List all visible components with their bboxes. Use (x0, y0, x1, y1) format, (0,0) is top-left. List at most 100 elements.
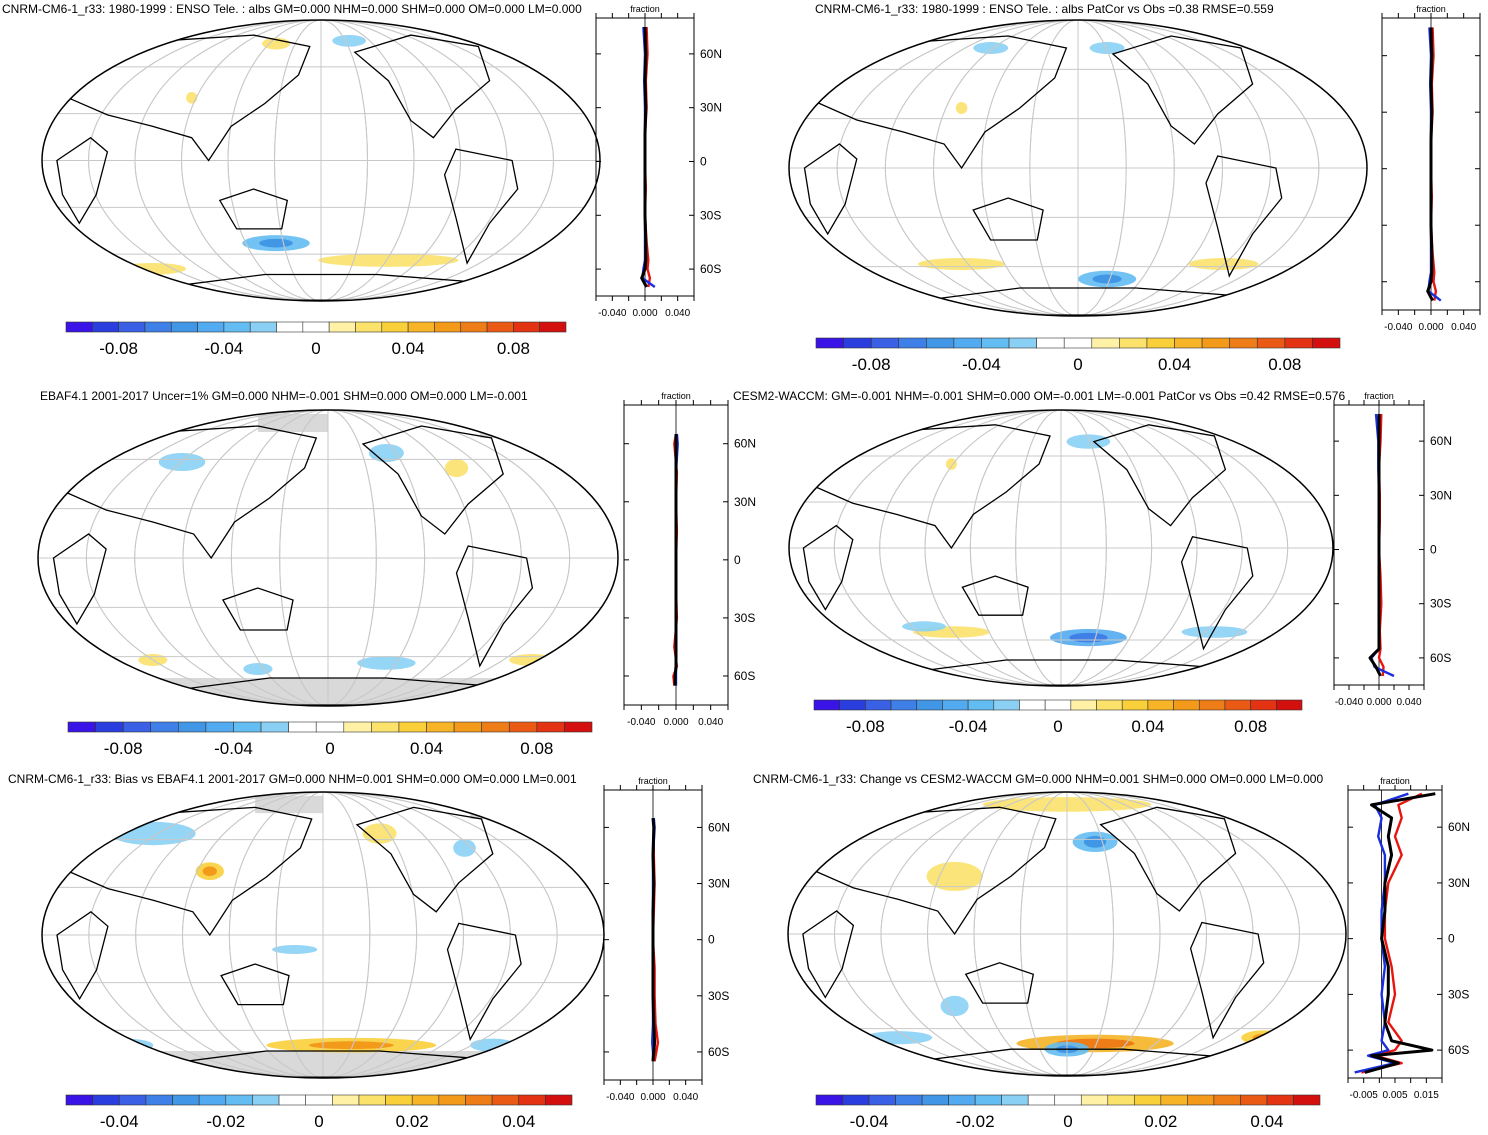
colorbar-tick-label: 0.04 (1158, 355, 1191, 374)
robinson-map (787, 791, 1347, 1077)
colorbar-segment (438, 1094, 466, 1106)
coastline (443, 148, 519, 265)
colorbar-segment (1121, 699, 1149, 711)
coastline (1189, 921, 1265, 1040)
colorbar-segment (288, 721, 317, 733)
longitude-gridline (1020, 792, 1114, 1076)
colorbar-segment (1091, 337, 1120, 349)
colorbar-segment (465, 1094, 493, 1106)
zonal-lat-label: 60N (734, 437, 756, 451)
map-border (788, 409, 1334, 687)
colorbar-segment (460, 321, 488, 333)
colorbar-segment (1080, 1094, 1109, 1106)
coastline (1099, 806, 1237, 912)
map-border (787, 791, 1347, 1077)
colorbar-segment (1107, 1094, 1135, 1106)
colorbar-segment (67, 721, 96, 733)
colorbar-segment (407, 321, 435, 333)
colorbar-segment (315, 721, 345, 733)
colorbar-segment (145, 1094, 173, 1106)
colorbar-segment (178, 721, 207, 733)
longitude-gridline (182, 410, 474, 706)
colorbar-tick-label: 0.08 (497, 339, 530, 358)
anomaly-patch (1188, 258, 1259, 270)
longitude-gridline (227, 20, 415, 301)
longitude-gridline (836, 20, 1320, 316)
colorbar-segment (1134, 1094, 1162, 1106)
anomaly-patch (509, 654, 556, 666)
colorbar-tick-label: 0 (1053, 717, 1062, 736)
longitude-gridline (135, 792, 511, 1078)
colorbar-segment (815, 1094, 843, 1106)
anomaly-patch (955, 102, 968, 114)
colorbar-segment (1229, 337, 1258, 349)
colorbar-tick-label: 0.08 (1234, 717, 1267, 736)
zonal-lat-label: 30N (1448, 876, 1470, 890)
colorbar-segment (839, 699, 866, 711)
zonal-lat-label: 60N (700, 47, 722, 61)
colorbar: -0.08 -0.04 0 0.04 0.08 (813, 699, 1303, 736)
colorbar-tick-label: 0.08 (520, 739, 553, 758)
colorbar-segment (967, 699, 995, 711)
colorbar-segment (260, 721, 289, 733)
colorbar-segment (843, 337, 872, 349)
zonal-xlabel: fraction (638, 776, 668, 786)
colorbar-segment (870, 337, 900, 349)
colorbar-segment (815, 337, 844, 349)
colorbar-segment (332, 1094, 360, 1106)
zonal-x-tick-label: -0.040 (1384, 322, 1413, 333)
zonal-mean-plot: 60N 30N 0 30S 60S fraction -0.005 0.005 0.015 (1347, 776, 1470, 1101)
longitude-gridline (134, 20, 508, 301)
anomaly-patch (1089, 42, 1125, 54)
coastline (803, 143, 858, 236)
anomaly-patch (973, 42, 1009, 54)
coastline (56, 910, 109, 1001)
colorbar-segment (144, 321, 172, 333)
colorbar-segment (1250, 699, 1277, 711)
colorbar-segment (1147, 699, 1174, 711)
longitude-gridline (834, 792, 1300, 1076)
coastline (52, 533, 107, 626)
anomaly-patch (368, 444, 404, 462)
panel-title: CESM2-WACCM: GM=-0.001 NHM=-0.001 SHM=0.… (733, 389, 1346, 403)
colorbar-segment (1173, 699, 1200, 711)
anomaly-patch (470, 1038, 516, 1052)
colorbar-tick-label: 0.04 (502, 1112, 535, 1131)
anomaly-patch (940, 995, 969, 1017)
longitude-gridline (879, 410, 1243, 686)
colorbar-segment (890, 699, 918, 711)
zonal-lat-label: 30S (708, 989, 729, 1003)
longitude-gridline (981, 20, 1175, 316)
colorbar-segment (926, 337, 955, 349)
colorbar-segment (1096, 699, 1123, 711)
colorbar-segment (1160, 1094, 1188, 1106)
zonal-lat-label: 30S (1430, 597, 1451, 611)
robinson-map (41, 19, 601, 302)
colorbar-tick-label: -0.04 (214, 739, 253, 758)
colorbar-segment (305, 1094, 333, 1106)
colorbar-segment (65, 321, 93, 333)
zonal-lat-label: 0 (708, 933, 715, 947)
colorbar-tick-label: -0.02 (956, 1112, 995, 1131)
zonal-mean-plot: 60N 30N 0 30S 60S fraction -0.040 0.000 0.040 (623, 391, 756, 728)
colorbar-segment (842, 1094, 870, 1106)
colorbar-segment (953, 337, 982, 349)
colorbar-segment (385, 1094, 413, 1106)
colorbar: -0.08 -0.04 0 0.04 0.08 (815, 337, 1341, 374)
colorbar-tick-label: 0 (314, 1112, 323, 1131)
longitude-gridline (230, 410, 426, 706)
zonal-lat-label: 30N (734, 495, 756, 509)
longitude-gridline (88, 20, 554, 301)
colorbar-tick-label: 0.04 (392, 339, 425, 358)
colorbar-segment (198, 1094, 227, 1106)
colorbar-segment (343, 721, 372, 733)
map-border (788, 19, 1368, 317)
coastline (56, 136, 109, 225)
colorbar-segment (1174, 337, 1203, 349)
colorbar-segment (65, 1094, 93, 1106)
colorbar-segment (150, 721, 179, 733)
colorbar-segment (1063, 337, 1093, 349)
colorbar-segment (1019, 699, 1046, 711)
colorbar-segment (225, 1094, 253, 1106)
coastline (221, 587, 294, 631)
